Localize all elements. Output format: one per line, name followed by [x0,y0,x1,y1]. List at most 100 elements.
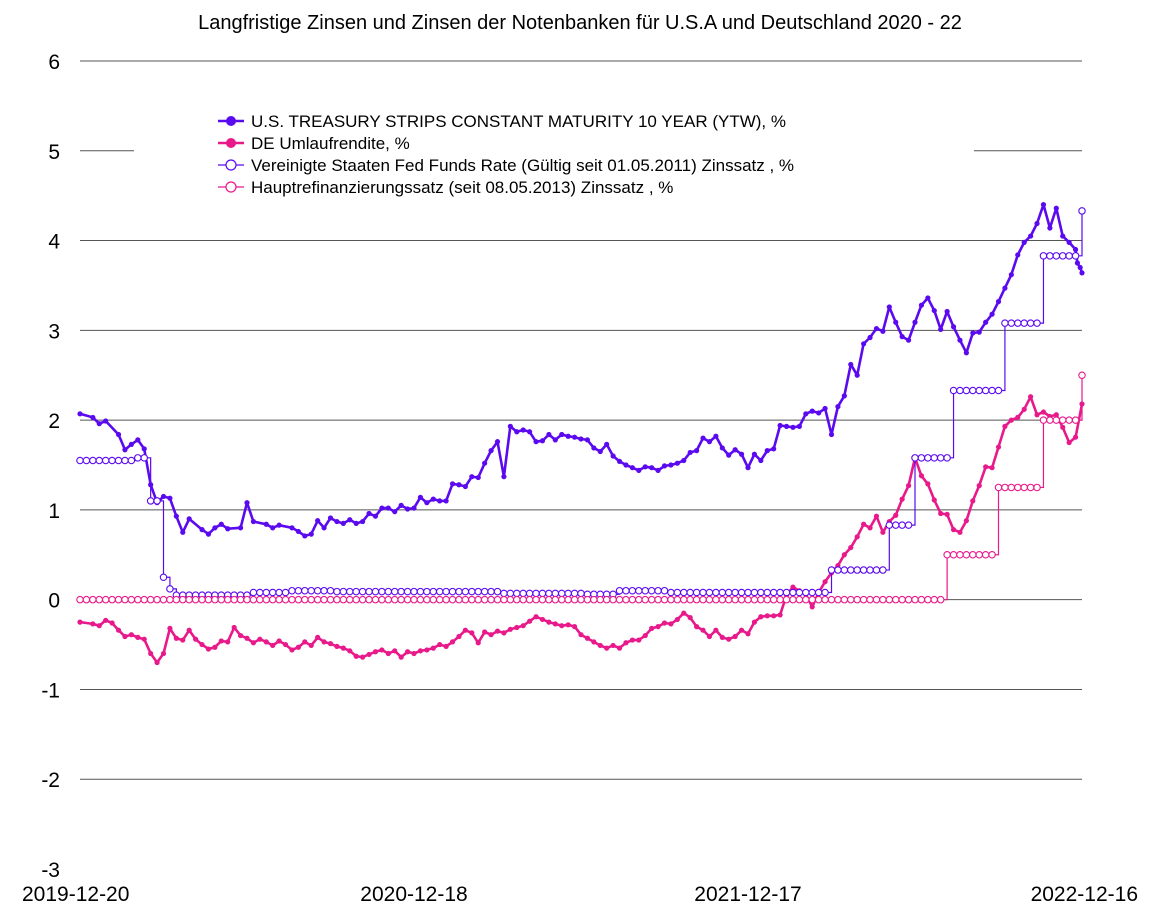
data-point [1078,371,1086,379]
data-point [731,595,739,604]
data-point [808,588,816,597]
data-point [313,586,322,595]
data-point [520,427,526,433]
data-point [577,589,585,598]
data-point [76,456,84,465]
data-point [384,595,393,604]
data-point [1007,483,1016,492]
data-point [970,330,976,336]
data-point [821,595,829,604]
data-point [334,518,340,525]
data-point [867,525,873,531]
data-point [629,465,635,471]
data-point [384,587,393,596]
data-point [795,588,804,597]
data-point [706,633,713,640]
data-point [949,551,958,559]
data-point [326,586,335,595]
data-point [649,465,655,471]
legend-background [134,100,974,206]
data-point [950,527,957,533]
data-point [159,595,168,604]
data-point [443,498,449,504]
data-point [385,505,391,511]
data-point [275,595,283,604]
data-point [326,595,335,604]
data-point [121,456,129,465]
data-point [372,513,379,519]
data-point [936,595,945,604]
data-point [527,618,533,624]
data-point [1039,416,1048,424]
data-point [435,587,444,596]
data-point [641,595,649,604]
data-point [681,457,687,464]
data-point [411,650,417,657]
data-point [847,595,855,604]
data-point [692,595,701,604]
data-point [218,521,224,527]
data-point [493,595,502,604]
data-point [146,595,155,604]
data-point [140,454,148,462]
data-point [352,587,360,596]
data-point [790,424,796,430]
data-point [379,647,385,653]
data-point [981,386,990,395]
data-point [699,588,707,597]
data-point [424,500,430,506]
data-point [378,595,386,604]
data-point [667,595,675,604]
data-point [461,587,470,596]
data-point [950,324,957,330]
data-point [636,467,642,473]
data-point [109,620,115,626]
data-point [250,640,257,646]
data-point [545,589,553,598]
data-point [340,520,346,526]
data-point [565,622,571,628]
data-point [718,595,727,604]
data-point [185,595,193,604]
data-point [1026,483,1035,492]
data-point [551,589,560,598]
data-point [782,595,791,604]
data-point [694,624,700,630]
data-point [1026,319,1035,327]
data-point [281,595,290,604]
data-point [686,595,694,604]
data-point [873,513,880,519]
data-point [475,640,481,646]
data-point [403,595,412,604]
data-point [500,595,508,604]
data-point [757,588,765,597]
data-point [507,423,513,429]
data-point [769,588,778,597]
series-layer [76,202,1086,666]
x-tick-label: 2022-12-16 [1031,883,1138,906]
data-point [456,633,462,640]
data-point [880,529,886,535]
data-point [692,588,701,597]
data-point [276,522,282,528]
data-point [186,627,192,633]
data-point [623,640,629,646]
data-point [956,551,964,559]
data-point [76,595,84,604]
data-point [879,566,887,574]
data-point [706,439,713,445]
data-point [724,595,733,604]
data-point [981,551,990,559]
data-point [744,595,752,604]
data-point [917,595,926,604]
data-point [673,595,682,604]
data-point [167,625,173,631]
data-point [449,639,456,645]
data-point [358,587,367,596]
data-point [1066,439,1072,446]
data-point [294,595,303,604]
data-point [347,517,353,523]
legend-label: DE Umlaufrendite, % [251,134,410,153]
data-point [629,637,635,643]
data-point [262,595,271,604]
